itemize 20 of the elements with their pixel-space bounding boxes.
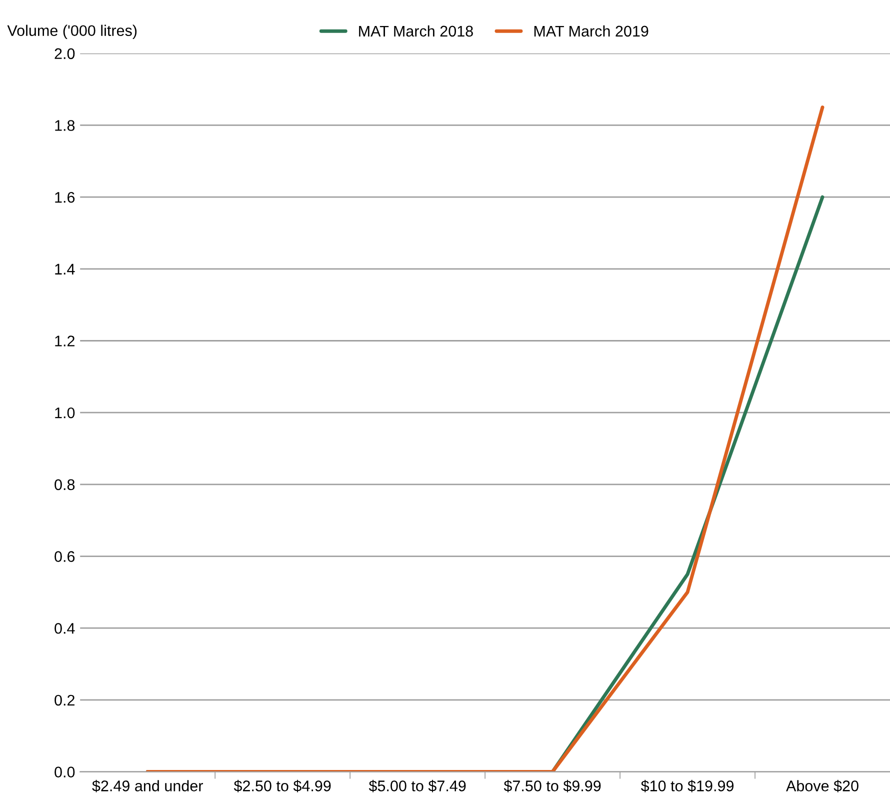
y-tick-label: 1.8 <box>55 120 75 131</box>
y-tick-label: 0.4 <box>54 622 75 634</box>
x-tick-label: Above $20 <box>786 780 858 792</box>
y-tick-label: 2.0 <box>54 48 75 60</box>
x-tick-label: $2.49 and under <box>92 780 203 792</box>
y-axis-title: Volume ('000 litres) <box>7 24 137 40</box>
y-tick-label: 1.0 <box>55 407 75 418</box>
x-tick-label: $5.00 to $7.49 <box>368 780 466 792</box>
y-tick-label: 0.0 <box>54 766 75 778</box>
y-tick-label: 1.2 <box>55 336 74 346</box>
x-tick-label: $7.50 to $9.99 <box>504 780 601 792</box>
x-tick-label: $2.50 to $4.99 <box>234 780 331 792</box>
y-tick-label: 1.6 <box>55 192 75 203</box>
legend-label: MAT March 2019 <box>534 25 648 37</box>
y-tick-label: 1.4 <box>55 264 75 274</box>
y-tick-label: 0.2 <box>54 694 74 706</box>
legend-label: MAT March 2018 <box>359 25 473 37</box>
x-tick-label: $10 to $19.99 <box>640 780 734 792</box>
y-tick-label: 0.8 <box>54 479 75 490</box>
y-tick-label: 0.6 <box>54 551 75 562</box>
